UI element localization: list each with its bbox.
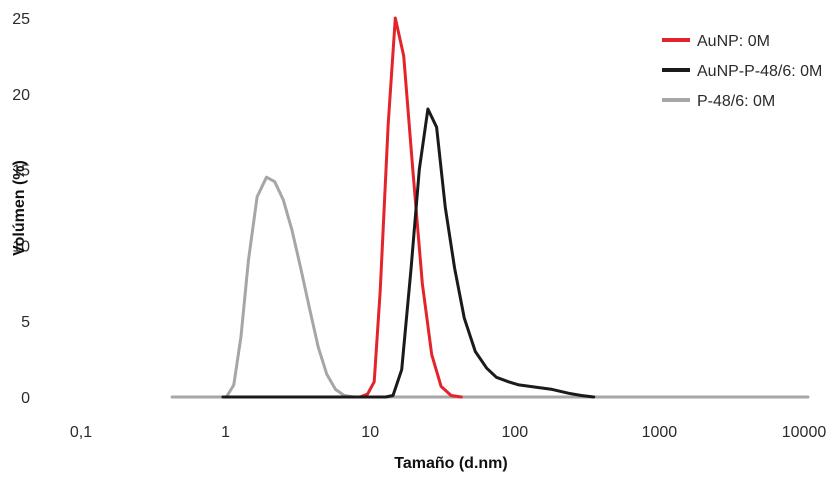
x-axis-ticks: 0,1 1 10 100 1000 10000 — [70, 424, 826, 441]
x-tick-label: 1000 — [642, 424, 678, 441]
y-tick-label: 5 — [21, 314, 30, 331]
x-tick-label: 0,1 — [70, 424, 92, 441]
legend-label: AuNP-P-48/6: 0M — [697, 63, 822, 80]
y-tick-label: 20 — [12, 87, 30, 104]
x-tick-label: 1 — [221, 424, 230, 441]
series-line-2 — [221, 107, 596, 399]
series-line-3 — [170, 175, 810, 399]
legend-label: P-48/6: 0M — [697, 93, 775, 110]
y-tick-label: 25 — [12, 11, 30, 28]
y-axis-ticks: 0 5 10 15 20 25 — [12, 11, 30, 407]
series-line-1 — [221, 16, 463, 399]
x-tick-label: 100 — [501, 424, 528, 441]
x-axis-title: Tamaño (d.nm) — [394, 455, 507, 472]
x-tick-label: 10000 — [782, 424, 827, 441]
legend-label: AuNP: 0M — [697, 33, 770, 50]
y-tick-label: 10 — [12, 238, 30, 255]
legend: AuNP: 0M AuNP-P-48/6: 0M P-48/6: 0M — [662, 33, 822, 110]
y-tick-label: 15 — [12, 163, 30, 180]
y-tick-label: 0 — [21, 390, 30, 407]
y-axis-title: Volúmen (%) — [11, 160, 28, 256]
series-lines — [170, 16, 810, 399]
x-tick-label: 10 — [361, 424, 379, 441]
